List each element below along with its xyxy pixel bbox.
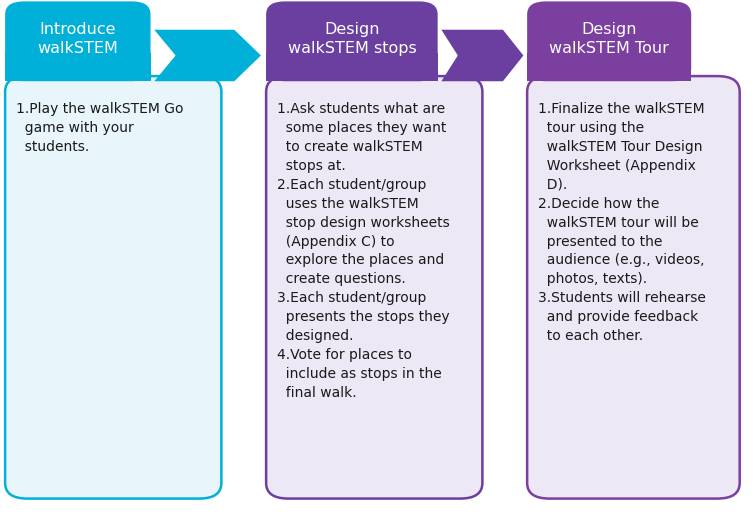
FancyBboxPatch shape [527, 76, 739, 499]
FancyBboxPatch shape [266, 76, 483, 499]
Text: 1.Play the walkSTEM Go
  game with your
  students.: 1.Play the walkSTEM Go game with your st… [17, 102, 184, 154]
Bar [527, 53, 691, 81]
Text: Design
walkSTEM stops: Design walkSTEM stops [288, 22, 416, 55]
Text: Introduce
walkSTEM: Introduce walkSTEM [38, 22, 118, 55]
Polygon shape [441, 30, 523, 81]
Text: 1.Finalize the walkSTEM
  tour using the
  walkSTEM Tour Design
  Worksheet (App: 1.Finalize the walkSTEM tour using the w… [538, 102, 706, 343]
FancyBboxPatch shape [527, 2, 691, 81]
FancyBboxPatch shape [5, 76, 221, 499]
Polygon shape [154, 30, 261, 81]
Text: Design
walkSTEM Tour: Design walkSTEM Tour [549, 22, 669, 55]
Bar [266, 53, 437, 81]
Bar [5, 53, 151, 81]
FancyBboxPatch shape [266, 2, 437, 81]
FancyBboxPatch shape [5, 2, 151, 81]
Text: 1.Ask students what are
  some places they want
  to create walkSTEM
  stops at.: 1.Ask students what are some places they… [277, 102, 450, 400]
